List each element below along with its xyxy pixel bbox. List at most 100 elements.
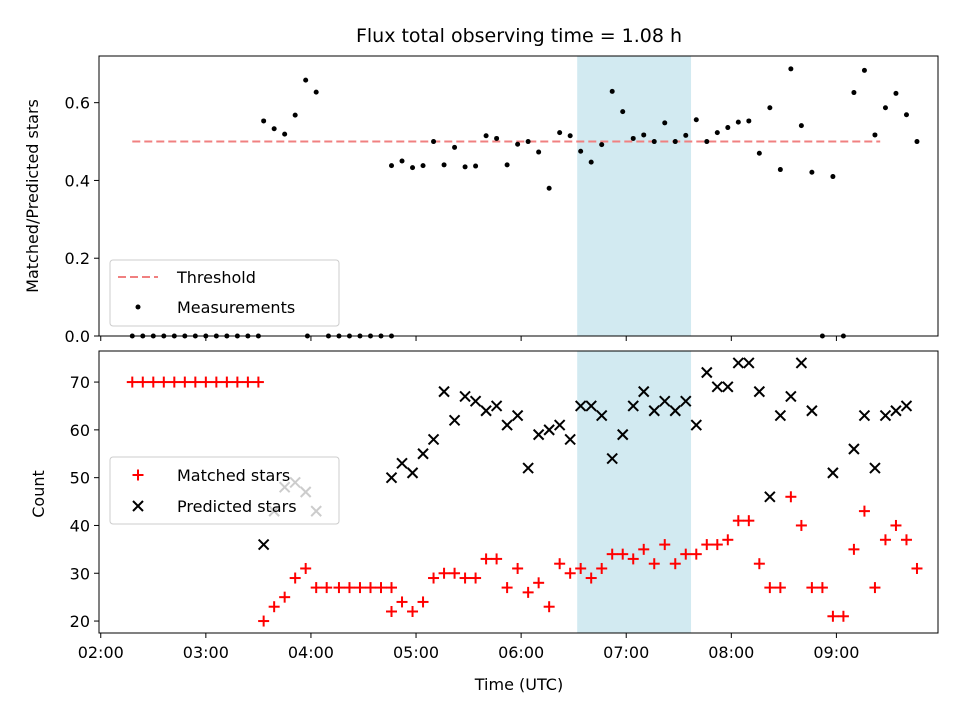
matched-point [221,376,233,388]
matched-point [417,596,429,608]
measurement-point [313,89,319,95]
matched-point [242,376,254,388]
measurement-point [809,169,815,175]
bottom-plot-frame [98,350,939,634]
predicted-point-b [890,405,902,417]
measurement-point [651,139,657,145]
predicted-point-b [774,409,787,422]
measurement-point [683,132,689,138]
predicted-point-b [795,357,808,369]
predicted-point-b [753,385,766,398]
predicted-point-b [806,405,818,417]
matched-point [343,582,355,594]
predicted-point-b [764,491,776,503]
predicted-point-b [490,400,503,412]
top-y-axis-label: Matched/Predicted stars [23,99,42,293]
predicted-point-b [879,409,892,422]
predicted-point [501,419,513,431]
matched-point [711,539,723,551]
measurement-point [735,119,741,125]
predicted-point [869,462,881,474]
matched-point [533,577,545,589]
matched-point [386,582,398,594]
predicted-point-b [722,381,734,393]
predicted-point-b [469,395,482,407]
predicted-point [627,400,639,412]
predicted-point [553,419,566,431]
bottom-x-tick-label: 07:00 [603,643,649,662]
predicted-point [480,405,492,417]
measurement-point [641,132,647,138]
matched-point [333,582,345,594]
predicted-point-b [417,448,429,460]
predicted-point [690,419,702,431]
top-y-ticks: 0.0 0.2 0.4 0.6 [65,94,99,346]
predicted-point-b [257,538,270,551]
predicted-point [806,405,818,417]
matched-point [869,582,881,594]
measurement-point [536,149,542,155]
matched-point [900,534,912,546]
bottom-legend-box [109,456,340,525]
matched-legend-swatch [132,469,144,481]
measurement-point [546,185,552,191]
matched-point [252,376,264,388]
predicted-point-b [659,395,671,407]
predicted-point [638,385,650,398]
matched-point [189,376,201,388]
measurement-point [452,144,458,150]
matched-point [564,567,576,579]
predicted-point-b [743,357,755,369]
predicted-point [585,400,597,412]
predicted-point-b [617,428,629,441]
measurements-legend-swatch [135,304,141,310]
matched-point [596,562,608,574]
measurement-point [788,66,794,72]
measurements-legend-label: Measurements [177,298,295,317]
matched-point [858,505,870,517]
measurement-point [599,142,605,148]
predicted-point [848,443,860,455]
predicted-point [396,457,408,470]
matched-point [690,548,702,560]
measurement-point [777,167,783,173]
measurement-point [420,163,426,169]
predicted-point [385,471,398,484]
measurement-point [830,174,836,180]
matched-point [396,596,408,608]
matched-point [438,567,450,579]
measurement-point [271,126,277,132]
bottom-legend: Matched stars Predicted stars [109,456,340,525]
measurement-point [462,164,468,170]
matched-point [354,582,366,594]
matched-point [879,534,891,546]
predicted-point [785,390,797,403]
bottom-x-tick-label: 02:00 [78,643,124,662]
measurement-point [525,139,531,145]
bottom-panel: 20 30 40 50 60 70 02:00 03:00 04:00 05:00 06:00 07… [29,350,939,694]
measurement-point [431,139,437,145]
predicted-point-b [459,390,471,403]
matched-point [279,591,291,603]
predicted-point [879,409,892,422]
matched-point [911,562,923,574]
matched-point [491,553,503,565]
measurement-point [725,125,731,131]
matched-point [575,562,587,574]
top-panel: 0.0 0.2 0.4 0.6 Matched/Predicted stars Thr… [23,55,939,346]
matched-point [806,582,818,594]
predicted-point [701,366,713,379]
predicted-point [753,385,766,398]
matched-point [743,515,755,527]
predicted-point-b [438,385,450,398]
predicted-point-b [669,405,681,417]
measurement-point [399,158,405,164]
measurement-point [662,120,668,126]
predicted-point-b [785,390,797,403]
matched-point [449,567,461,579]
predicted-point [659,395,671,407]
bottom-x-tick-label: 05:00 [393,643,439,662]
bottom-x-tick-label: 08:00 [708,643,754,662]
bottom-y-tick-label: 40 [70,516,90,535]
matched-point [585,572,597,584]
